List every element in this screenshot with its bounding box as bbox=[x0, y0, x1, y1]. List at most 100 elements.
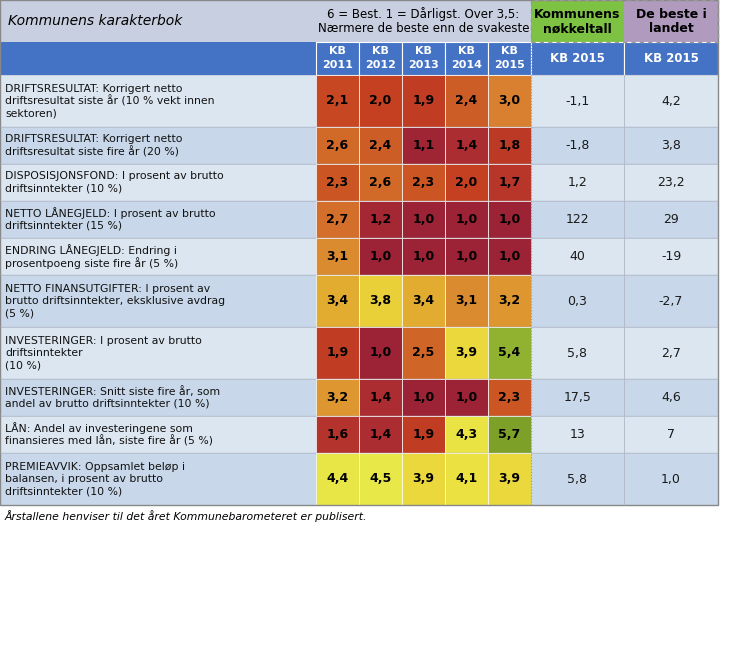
Text: 2,3: 2,3 bbox=[498, 391, 520, 404]
Text: 1,9: 1,9 bbox=[412, 95, 435, 108]
Bar bbox=[488, 379, 531, 416]
Bar bbox=[445, 127, 488, 164]
Text: 2,1: 2,1 bbox=[327, 95, 349, 108]
Text: KB 2015: KB 2015 bbox=[550, 52, 605, 65]
Bar bbox=[359, 453, 402, 505]
Text: 1,8: 1,8 bbox=[498, 139, 520, 152]
Text: 1,9: 1,9 bbox=[412, 428, 435, 441]
Text: (10 %): (10 %) bbox=[5, 360, 41, 371]
Text: 2,5: 2,5 bbox=[412, 347, 435, 360]
Text: prosentpoeng siste fire år (5 %): prosentpoeng siste fire år (5 %) bbox=[5, 257, 178, 269]
Bar bbox=[624, 275, 718, 327]
Text: KB 2015: KB 2015 bbox=[644, 52, 698, 65]
Text: -19: -19 bbox=[661, 250, 681, 263]
Bar bbox=[402, 379, 445, 416]
Bar bbox=[402, 127, 445, 164]
Text: NETTO FINANSUTGIFTER: I prosent av: NETTO FINANSUTGIFTER: I prosent av bbox=[5, 284, 210, 294]
Bar bbox=[488, 127, 531, 164]
Text: 2013: 2013 bbox=[408, 60, 439, 71]
Bar bbox=[445, 416, 488, 453]
Text: 1,0: 1,0 bbox=[498, 213, 520, 226]
Text: 3,1: 3,1 bbox=[455, 294, 477, 308]
Text: 4,4: 4,4 bbox=[327, 472, 349, 485]
Bar bbox=[488, 453, 531, 505]
Text: 5,8: 5,8 bbox=[568, 472, 588, 485]
Bar bbox=[402, 327, 445, 379]
Text: De beste i: De beste i bbox=[636, 8, 706, 21]
Bar bbox=[488, 164, 531, 201]
Bar bbox=[359, 127, 402, 164]
Bar bbox=[359, 164, 402, 201]
Text: 2,7: 2,7 bbox=[661, 347, 681, 360]
Text: -1,1: -1,1 bbox=[565, 95, 590, 108]
Text: 1,9: 1,9 bbox=[327, 347, 349, 360]
Bar bbox=[359, 416, 402, 453]
Bar bbox=[488, 416, 531, 453]
Bar bbox=[0, 201, 316, 238]
Text: -2,7: -2,7 bbox=[658, 294, 683, 308]
Bar bbox=[624, 127, 718, 164]
Text: 3,9: 3,9 bbox=[455, 347, 477, 360]
Bar bbox=[531, 0, 624, 42]
Text: 5,8: 5,8 bbox=[568, 347, 588, 360]
Text: 1,0: 1,0 bbox=[455, 250, 477, 263]
Text: 5,4: 5,4 bbox=[498, 347, 520, 360]
Bar bbox=[0, 75, 316, 127]
Text: 1,1: 1,1 bbox=[412, 139, 435, 152]
Text: 1,0: 1,0 bbox=[455, 213, 477, 226]
Text: sektoren): sektoren) bbox=[5, 108, 57, 119]
Text: 2,4: 2,4 bbox=[455, 95, 477, 108]
Text: 3,4: 3,4 bbox=[412, 294, 435, 308]
Text: driftsresultat siste år (10 % vekt innen: driftsresultat siste år (10 % vekt innen bbox=[5, 95, 214, 107]
Text: DISPOSISJONSFOND: I prosent av brutto: DISPOSISJONSFOND: I prosent av brutto bbox=[5, 171, 224, 181]
Bar bbox=[488, 201, 531, 238]
Text: 2,6: 2,6 bbox=[327, 139, 349, 152]
Bar bbox=[0, 416, 316, 453]
Bar bbox=[316, 0, 531, 42]
Bar bbox=[402, 75, 445, 127]
Text: Årstallene henviser til det året Kommunebarometeret er publisert.: Årstallene henviser til det året Kommune… bbox=[5, 510, 367, 522]
Bar bbox=[316, 275, 359, 327]
Bar bbox=[0, 238, 316, 275]
Text: 1,0: 1,0 bbox=[370, 250, 392, 263]
Text: 1,0: 1,0 bbox=[498, 250, 520, 263]
Bar bbox=[445, 379, 488, 416]
Bar bbox=[359, 327, 402, 379]
Text: INVESTERINGER: I prosent av brutto: INVESTERINGER: I prosent av brutto bbox=[5, 336, 202, 345]
Text: KB: KB bbox=[329, 47, 346, 56]
Bar bbox=[402, 42, 445, 75]
Text: DRIFTSRESULTAT: Korrigert netto: DRIFTSRESULTAT: Korrigert netto bbox=[5, 84, 183, 93]
Bar bbox=[531, 416, 624, 453]
Bar bbox=[316, 379, 359, 416]
Bar bbox=[488, 42, 531, 75]
Text: 1,0: 1,0 bbox=[661, 472, 681, 485]
Bar bbox=[0, 379, 316, 416]
Text: landet: landet bbox=[649, 23, 693, 36]
Bar bbox=[359, 379, 402, 416]
Bar bbox=[316, 327, 359, 379]
Text: NETTO LÅNEGJELD: I prosent av brutto: NETTO LÅNEGJELD: I prosent av brutto bbox=[5, 207, 216, 219]
Bar bbox=[316, 416, 359, 453]
Bar bbox=[0, 327, 316, 379]
Bar bbox=[0, 0, 316, 42]
Text: 2,6: 2,6 bbox=[370, 176, 392, 189]
Bar bbox=[0, 275, 316, 327]
Text: 2,0: 2,0 bbox=[455, 176, 477, 189]
Text: KB: KB bbox=[415, 47, 432, 56]
Text: 4,2: 4,2 bbox=[661, 95, 681, 108]
Text: 2,0: 2,0 bbox=[370, 95, 392, 108]
Text: 1,7: 1,7 bbox=[498, 176, 520, 189]
Text: finansieres med lån, siste fire år (5 %): finansieres med lån, siste fire år (5 %) bbox=[5, 435, 213, 446]
Text: KB: KB bbox=[372, 47, 389, 56]
Bar bbox=[445, 238, 488, 275]
Bar bbox=[531, 0, 718, 42]
Bar bbox=[624, 453, 718, 505]
Text: balansen, i prosent av brutto: balansen, i prosent av brutto bbox=[5, 474, 163, 484]
Text: driftsinntekter (10 %): driftsinntekter (10 %) bbox=[5, 487, 122, 496]
Bar bbox=[402, 275, 445, 327]
Text: driftsinntekter (10 %): driftsinntekter (10 %) bbox=[5, 184, 122, 194]
Text: 3,9: 3,9 bbox=[499, 472, 520, 485]
Text: 7: 7 bbox=[667, 428, 675, 441]
Text: (5 %): (5 %) bbox=[5, 308, 34, 319]
Bar bbox=[402, 453, 445, 505]
